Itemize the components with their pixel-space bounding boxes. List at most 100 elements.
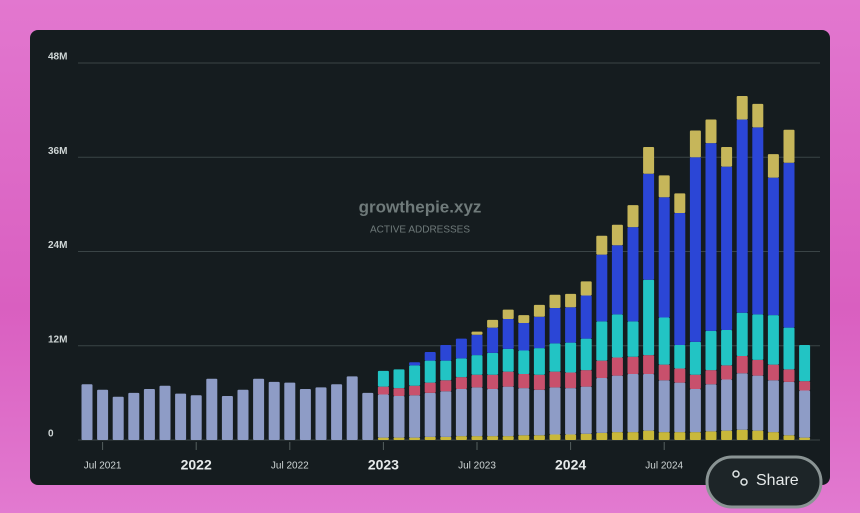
bar-segment <box>471 374 483 388</box>
x-tick-label: Jul 2022 <box>271 461 309 472</box>
bar-segment <box>471 334 483 356</box>
share-button[interactable]: Share <box>705 455 823 509</box>
x-tick-label: 2024 <box>555 457 586 473</box>
bar-segment <box>143 388 155 440</box>
bar-segment <box>237 389 249 440</box>
bar-segment <box>611 314 623 358</box>
bar-segment <box>767 364 779 381</box>
bar-segment <box>409 395 421 438</box>
bar-segment <box>502 348 514 372</box>
bar-segment <box>502 371 514 387</box>
bar-segment <box>377 370 389 387</box>
bar-segment <box>783 381 795 436</box>
bar-segment <box>549 387 561 435</box>
bar-segment <box>440 380 452 392</box>
bar-segment <box>752 127 764 315</box>
bar-segment <box>518 315 530 323</box>
bar-segment <box>424 352 436 361</box>
bar-segment <box>643 374 655 431</box>
bar-segment <box>549 371 561 388</box>
bar-segment <box>643 173 655 280</box>
bar-segment <box>611 357 623 376</box>
bar-segment <box>783 327 795 370</box>
bar-segment <box>221 396 233 440</box>
bar-segment <box>752 359 764 376</box>
bar-segment <box>596 377 608 433</box>
subtitle: ACTIVE ADDRESSES <box>370 225 470 236</box>
bar-segment <box>783 162 795 328</box>
bar-segment <box>674 344 686 369</box>
bar-segment <box>736 312 748 356</box>
bar-segment <box>502 309 514 320</box>
bar-segment <box>580 338 592 371</box>
bar-segment <box>518 388 530 436</box>
bar-segment <box>409 385 421 396</box>
bar-segment <box>611 245 623 315</box>
bar-segment <box>471 355 483 375</box>
bar-segment <box>533 348 545 375</box>
bar-segment <box>658 197 670 318</box>
bar-segment <box>767 315 779 365</box>
bar-segment <box>705 143 717 331</box>
bar-segment <box>736 355 748 374</box>
bar-segment <box>331 384 343 440</box>
bar-segment <box>658 364 670 381</box>
bar-segment <box>424 360 436 383</box>
bar-segment <box>752 103 764 128</box>
bar-segment <box>502 386 514 437</box>
bar-segment <box>440 360 452 381</box>
bar-segment <box>377 437 389 440</box>
share-icon <box>740 478 748 486</box>
bar-segment <box>206 378 218 440</box>
x-tick-label: Jul 2021 <box>84 461 122 472</box>
bar-segment <box>549 434 561 440</box>
bar-segment <box>596 321 608 361</box>
y-tick-label: 48M <box>48 52 67 63</box>
bar-segment <box>518 435 530 440</box>
bar-segment <box>440 344 452 361</box>
bar-segment <box>752 430 764 440</box>
bar-segment <box>736 119 748 313</box>
bar-segment <box>767 177 779 316</box>
bar-segment <box>580 433 592 440</box>
bar-segment <box>689 157 701 342</box>
bar-segment <box>487 388 499 437</box>
bar-segment <box>471 387 483 437</box>
bar-segment <box>440 391 452 437</box>
bar-segment <box>658 380 670 433</box>
bar-segment <box>190 395 202 440</box>
bar-segment <box>299 388 311 440</box>
bar-segment <box>315 387 327 440</box>
bar-segment <box>455 358 467 378</box>
bar-segment <box>736 373 748 430</box>
bar-segment <box>736 429 748 440</box>
bar-segment <box>455 377 467 389</box>
bar-segment <box>721 166 733 331</box>
y-tick-label: 24M <box>48 240 67 251</box>
bar-segment <box>596 360 608 378</box>
bar-segment <box>565 307 577 343</box>
bar-segment <box>799 437 811 440</box>
bar-segment <box>705 330 717 371</box>
y-tick-label: 36M <box>48 146 67 157</box>
share-label[interactable]: Share <box>756 472 799 489</box>
bar-segment <box>627 205 639 228</box>
bar-segment <box>346 376 358 440</box>
bar-segment <box>627 356 639 375</box>
bar-segment <box>767 154 779 178</box>
share-pill[interactable] <box>705 455 823 509</box>
bar-segment <box>175 393 187 440</box>
bar-segment <box>518 374 530 389</box>
bar-segment <box>674 368 686 383</box>
bar-segment <box>565 342 577 373</box>
bar-segment <box>627 321 639 357</box>
bar-segment <box>393 388 405 397</box>
bar-segment <box>611 432 623 440</box>
bar-segment <box>409 362 421 366</box>
y-tick-label: 12M <box>48 334 67 345</box>
bar-segment <box>783 369 795 382</box>
bar-segment <box>549 308 561 344</box>
bar-segment <box>596 432 608 440</box>
